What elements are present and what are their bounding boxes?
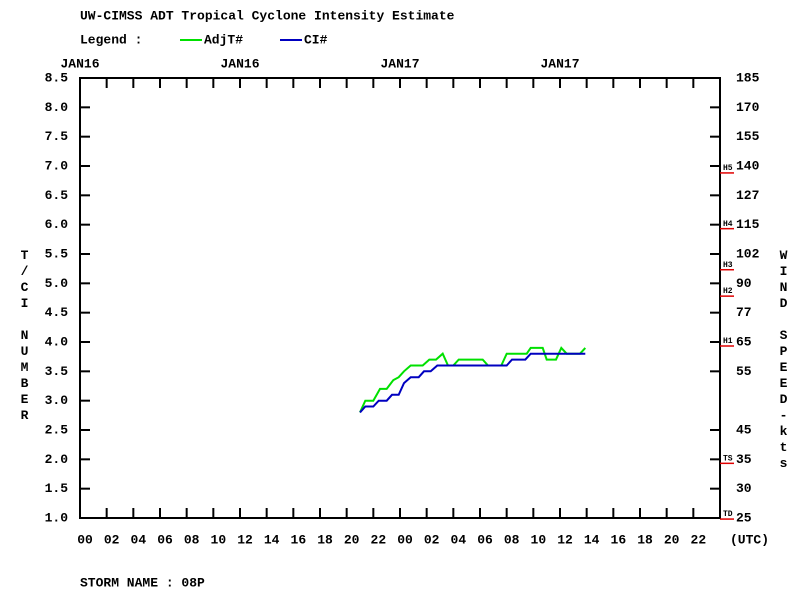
y2-tick-label: 140 — [736, 158, 760, 173]
y2-tick-label: 77 — [736, 305, 752, 320]
y2-tick-label: 155 — [736, 129, 760, 144]
y-tick-label: 1.0 — [45, 510, 69, 525]
date-label: JAN16 — [60, 56, 99, 71]
y-tick-label: 2.5 — [45, 422, 69, 437]
x-tick-label: 00 — [397, 532, 413, 547]
x-tick-label: 20 — [664, 532, 680, 547]
x-tick-label: 12 — [557, 532, 573, 547]
x-tick-label: 22 — [371, 532, 387, 547]
x-tick-label: 06 — [157, 532, 173, 547]
y-tick-label: 3.0 — [45, 393, 69, 408]
category-marker-label: TD — [723, 510, 733, 519]
y-tick-label: 8.5 — [45, 70, 69, 85]
y-tick-label: 1.5 — [45, 481, 69, 496]
x-tick-label: 20 — [344, 532, 360, 547]
x-tick-label: 00 — [77, 532, 93, 547]
y2-tick-label: 55 — [736, 364, 752, 379]
date-label: JAN17 — [540, 56, 579, 71]
plot-frame — [79, 77, 721, 519]
x-tick-label: 16 — [291, 532, 307, 547]
category-marker-label: TS — [723, 454, 733, 463]
y-tick-label: 5.5 — [45, 246, 69, 261]
y2-tick-label: 170 — [736, 100, 760, 115]
y-tick-label: 4.0 — [45, 334, 69, 349]
y2-tick-label: 65 — [736, 334, 752, 349]
y-tick-label: 6.0 — [45, 217, 69, 232]
footer: STORM NAME : 08P — [80, 575, 205, 590]
y2-tick-label: 45 — [736, 422, 752, 437]
x-tick-label: 10 — [211, 532, 227, 547]
legend-entry: AdjT# — [204, 32, 243, 47]
x-tick-label: 08 — [504, 532, 520, 547]
y2-tick-label: 90 — [736, 276, 752, 291]
y-tick-label: 8.0 — [45, 100, 69, 115]
y2-tick-label: 102 — [736, 246, 760, 261]
y2-tick-label: 35 — [736, 452, 752, 467]
y-tick-label: 6.5 — [45, 188, 69, 203]
x-tick-label: 04 — [451, 532, 467, 547]
x-tick-label: 08 — [184, 532, 200, 547]
x-tick-label: 12 — [237, 532, 253, 547]
y-tick-label: 7.5 — [45, 129, 69, 144]
category-marker-label: H3 — [723, 261, 733, 270]
y2-tick-label: 185 — [736, 70, 760, 85]
y-tick-label: 3.5 — [45, 364, 69, 379]
x-tick-label: 22 — [691, 532, 707, 547]
x-tick-label: 04 — [131, 532, 147, 547]
y-tick-label: 2.0 — [45, 452, 69, 467]
series-line — [359, 346, 587, 413]
legend-label: Legend : — [80, 32, 142, 47]
category-marker-label: H2 — [723, 287, 733, 296]
y2-tick-label: 25 — [736, 510, 752, 525]
x-unit-label: (UTC) — [730, 532, 769, 547]
x-tick-label: 06 — [477, 532, 493, 547]
x-tick-label: 02 — [104, 532, 120, 547]
x-tick-label: 02 — [424, 532, 440, 547]
x-tick-label: 16 — [611, 532, 627, 547]
category-marker-label: H4 — [723, 220, 733, 229]
y2-tick-label: 30 — [736, 481, 752, 496]
category-marker-label: H5 — [723, 164, 733, 173]
y-tick-label: 5.0 — [45, 276, 69, 291]
date-label: JAN16 — [220, 56, 259, 71]
x-tick-label: 18 — [637, 532, 653, 547]
y-tick-label: 4.5 — [45, 305, 69, 320]
series-line — [359, 352, 586, 414]
y2-tick-label: 115 — [736, 217, 760, 232]
y2-axis-label: WIND SPEED-kts — [776, 248, 791, 472]
legend-entry: CI# — [304, 32, 328, 47]
x-tick-label: 14 — [264, 532, 280, 547]
x-tick-label: 18 — [317, 532, 333, 547]
x-tick-label: 10 — [531, 532, 547, 547]
y-tick-label: 7.0 — [45, 158, 69, 173]
category-marker-label: H1 — [723, 337, 733, 346]
date-label: JAN17 — [380, 56, 419, 71]
chart-title: UW-CIMSS ADT Tropical Cyclone Intensity … — [80, 8, 455, 23]
y2-tick-label: 127 — [736, 188, 759, 203]
y-axis-label: T/CI NUMBER — [17, 248, 32, 424]
x-tick-label: 14 — [584, 532, 600, 547]
